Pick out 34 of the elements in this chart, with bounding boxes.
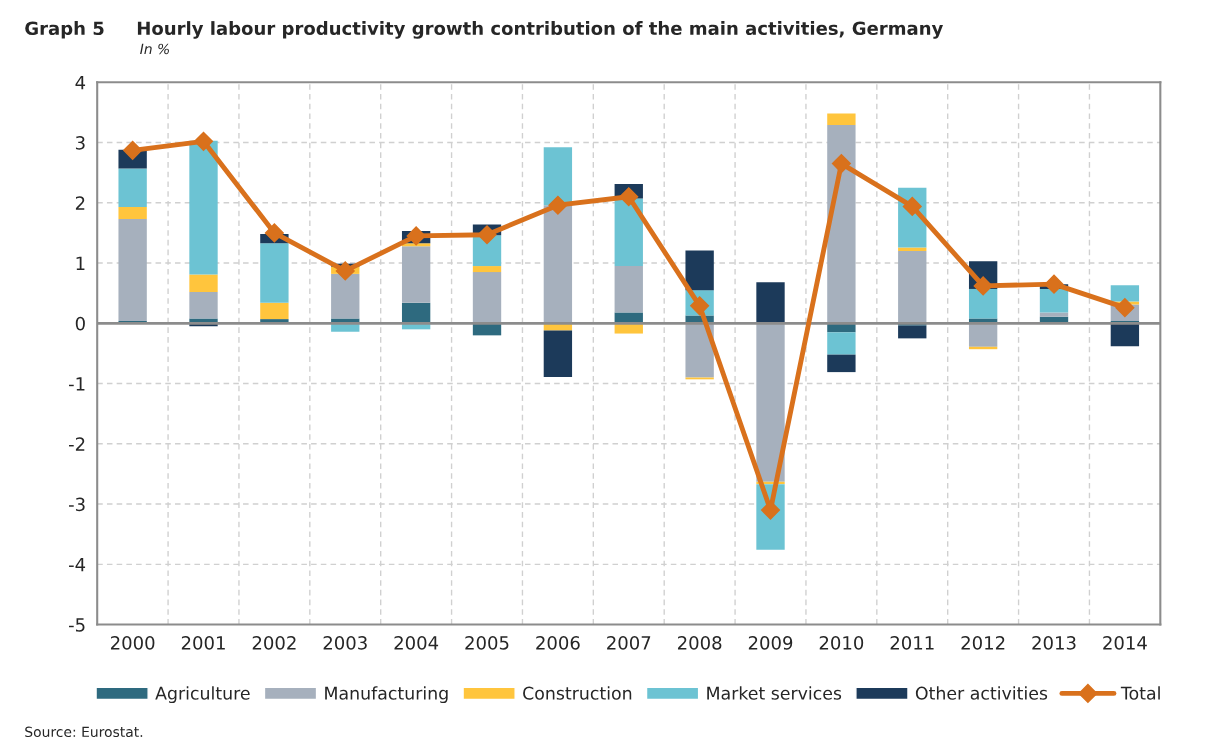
legend-label: Total — [1120, 686, 1160, 700]
x-tick-label: 2010 — [819, 636, 864, 650]
y-tick-label: 0 — [75, 316, 85, 331]
legend-label: Construction — [523, 686, 632, 700]
legend-label: Other activities — [915, 686, 1048, 700]
y-tick-label: 3 — [75, 135, 85, 150]
x-tick-label: 2001 — [181, 636, 225, 650]
x-tick-label: 2004 — [394, 636, 439, 650]
y-tick-label: -3 — [68, 497, 85, 512]
y-tick-label: -4 — [68, 558, 86, 572]
x-tick-label: 2011 — [890, 636, 934, 650]
source-note: Source: Eurostat. — [25, 726, 143, 738]
y-tick-label: -1 — [68, 377, 85, 391]
y-tick-label: 4 — [75, 75, 86, 90]
x-tick-label: 2002 — [252, 636, 296, 650]
x-tick-label: 2012 — [961, 636, 1005, 650]
legend-label: Market services — [707, 686, 842, 700]
legend-label: Agriculture — [155, 686, 250, 704]
x-tick-label: 2006 — [536, 636, 580, 650]
x-tick-label: 2005 — [465, 636, 509, 650]
chart-title: Graph 5 Hourly labour productivity growth contribution of the main activities, Germany — [25, 21, 943, 39]
x-tick-label: 2007 — [607, 636, 651, 650]
y-tick-label: -5 — [68, 618, 85, 632]
y-tick-label: 1 — [76, 256, 85, 270]
legend-label: Manufacturing — [325, 686, 448, 704]
x-tick-label: 2000 — [110, 636, 155, 650]
y-tick-label: -2 — [68, 437, 85, 451]
chart-subtitle: In % — [140, 43, 169, 55]
x-tick-label: 2008 — [677, 636, 722, 650]
x-tick-label: 2013 — [1032, 636, 1076, 650]
x-tick-label: 2003 — [323, 636, 367, 650]
y-tick-label: 2 — [75, 196, 85, 210]
x-tick-label: 2014 — [1103, 636, 1147, 650]
x-tick-label: 2009 — [748, 636, 793, 650]
